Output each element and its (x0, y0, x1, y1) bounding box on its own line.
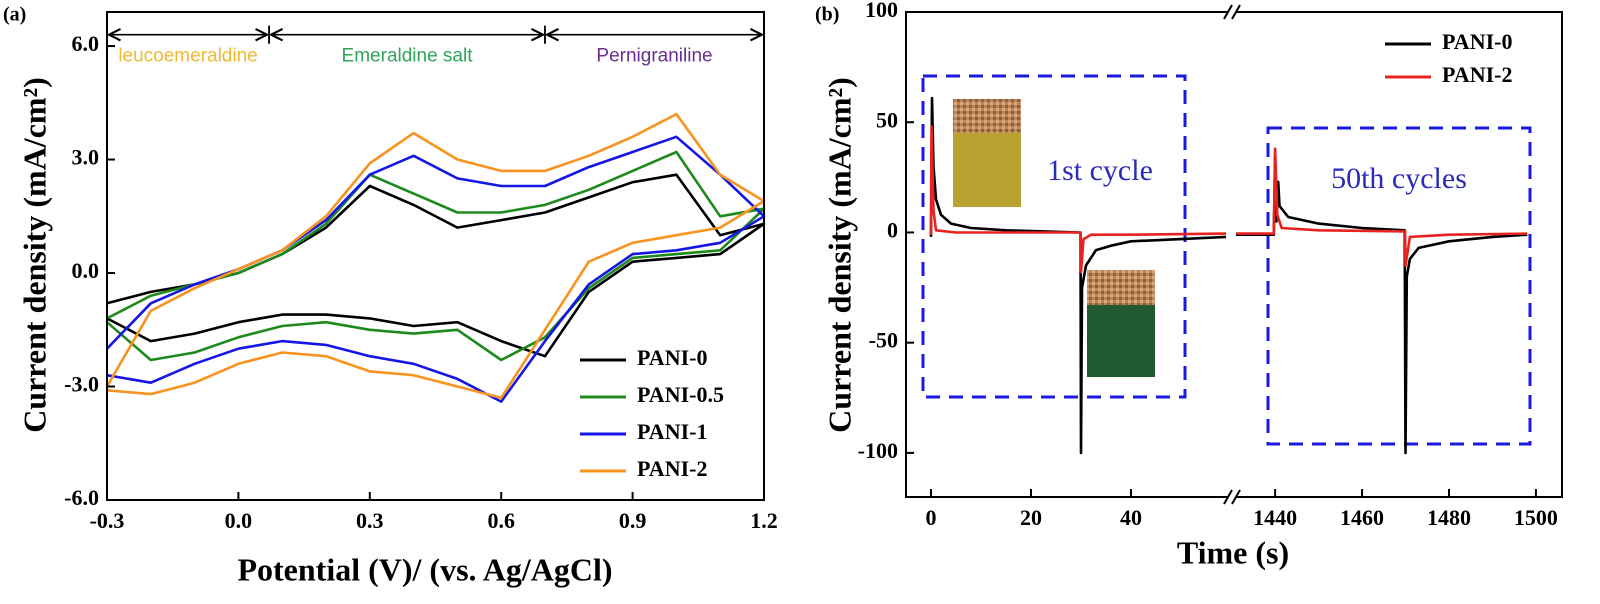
panel-label: (a) (3, 4, 26, 26)
break-mark (1223, 489, 1233, 505)
y-tick-label: 3.0 (72, 145, 100, 170)
legend-label: PANI-2 (637, 456, 707, 481)
x-tick-label: 1500 (1514, 505, 1558, 530)
legend-label: PANI-2 (1442, 62, 1512, 87)
photo-inset-1 (953, 99, 1021, 207)
box-label: 1st cycle (1047, 154, 1153, 187)
region-label: leucoemeraldine (118, 46, 257, 67)
photo-inset-2 (1087, 270, 1155, 377)
x-tick-label: 40 (1120, 505, 1142, 530)
region-label: Emeraldine salt (342, 46, 474, 67)
y-tick-label: -3.0 (64, 372, 99, 397)
legend-label: PANI-0.5 (637, 382, 724, 407)
legend-label: PANI-0 (637, 345, 707, 370)
x-axis-label: Time (s) (1177, 534, 1289, 570)
x-axis-label: Potential (V)/ (vs. Ag/AgCl) (237, 551, 612, 587)
region-label: Pernigraniline (596, 46, 712, 67)
legend-label: PANI-1 (637, 419, 707, 444)
y-tick-label: 0.0 (72, 258, 100, 283)
box-label: 50th cycles (1331, 162, 1467, 195)
y-tick-label: -100 (858, 438, 898, 463)
break-mark (1223, 4, 1233, 20)
y-tick-label: 100 (865, 0, 898, 22)
y-tick-label: 50 (876, 107, 898, 132)
break-mark (1231, 4, 1241, 20)
x-tick-label: 0.3 (356, 508, 384, 533)
y-tick-label: -6.0 (64, 485, 99, 510)
axis-break (1228, 494, 1236, 500)
axis-break (1228, 9, 1236, 15)
x-tick-label: 1440 (1253, 505, 1297, 530)
data-line (929, 125, 1528, 274)
y-tick-label: 0 (887, 218, 898, 243)
x-tick-label: -0.3 (90, 508, 125, 533)
x-tick-label: 0 (926, 505, 937, 530)
x-tick-label: 1.2 (750, 508, 778, 533)
cycle-box (1266, 126, 1532, 446)
y-axis-label: Current density (mA/cm²) (16, 77, 52, 433)
data-line (106, 150, 766, 362)
legend-label: PANI-0 (1442, 29, 1512, 54)
panel-label: (b) (815, 4, 839, 26)
plot-frame (106, 11, 765, 501)
x-tick-label: 1480 (1427, 505, 1471, 530)
x-tick-label: 0.0 (225, 508, 253, 533)
y-tick-label: -50 (869, 328, 898, 353)
x-tick-label: 0.6 (487, 508, 515, 533)
x-tick-label: 0.9 (619, 508, 647, 533)
cycle-box (921, 74, 1187, 399)
x-tick-label: 1460 (1340, 505, 1384, 530)
break-mark (1231, 489, 1241, 505)
y-tick-label: 6.0 (72, 31, 100, 56)
x-tick-label: 20 (1020, 505, 1042, 530)
y-axis-label: Current density (mA/cm²) (821, 77, 857, 433)
